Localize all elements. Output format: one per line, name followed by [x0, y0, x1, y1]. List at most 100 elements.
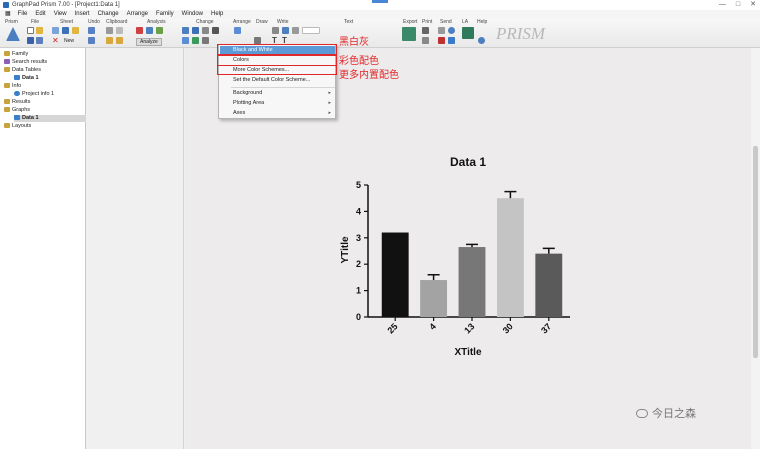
menu-item-colors[interactable]: Colors [220, 56, 335, 65]
maximize-button[interactable]: □ [735, 1, 741, 8]
print-preview-icon[interactable] [422, 37, 429, 44]
menu-item-plotting-area[interactable]: Plotting Area ▸ [220, 99, 335, 108]
menu-window[interactable]: Window [181, 11, 204, 17]
redo-icon[interactable] [88, 37, 95, 44]
folder-icon [4, 99, 10, 104]
menu-item-more-color-schemes[interactable]: More Color Schemes... [220, 66, 335, 75]
analysis-chart-icon[interactable] [146, 27, 153, 34]
folder-icon [4, 83, 10, 88]
submenu-arrow-icon: ▸ [328, 110, 331, 116]
text-tool-icon[interactable]: T [272, 36, 277, 45]
sheet-folder-icon[interactable] [72, 27, 79, 34]
menu-item-label: Colors [233, 57, 249, 63]
y-tick-label: 0 [356, 312, 361, 322]
close-button[interactable]: ✕ [750, 1, 756, 8]
write-note-icon[interactable] [292, 27, 299, 34]
delete-sheet-icon[interactable]: ✕ [52, 36, 59, 45]
send-icon[interactable] [438, 27, 445, 34]
change-graph-icon[interactable] [182, 27, 189, 34]
menu-view[interactable]: View [53, 11, 67, 17]
write-table-icon[interactable] [282, 27, 289, 34]
nav-info[interactable]: Info [4, 83, 21, 90]
change-magnify-icon[interactable] [202, 37, 209, 44]
menu-item-background[interactable]: Background ▸ [220, 89, 335, 98]
open-folder-icon[interactable] [36, 27, 43, 34]
paste-icon[interactable] [106, 37, 113, 44]
change-colors-icon[interactable] [192, 37, 199, 44]
send-pdf-icon[interactable] [438, 37, 445, 44]
cut-icon[interactable] [106, 27, 113, 34]
nav-layouts[interactable]: Layouts [4, 123, 31, 130]
sheet-icon[interactable] [52, 27, 59, 34]
bar [458, 247, 486, 317]
nav-family[interactable]: Family [4, 51, 28, 58]
minimize-button[interactable]: — [718, 1, 726, 8]
nav-data-tables[interactable]: Data Tables [4, 67, 41, 74]
la-icon[interactable] [462, 27, 474, 39]
nav-data-table-1[interactable]: Data 1 [14, 75, 39, 82]
x-axis-title[interactable]: XTitle [454, 347, 481, 358]
watermark: 今日之森 [636, 405, 696, 421]
print-icon[interactable] [422, 27, 429, 34]
bar [420, 280, 448, 317]
export-icon[interactable] [402, 27, 416, 41]
save-all-icon[interactable] [36, 37, 43, 44]
nav-results[interactable]: Results [4, 99, 30, 106]
change-axis-icon[interactable] [202, 27, 209, 34]
app-menu-icon[interactable]: ▦ [5, 11, 11, 17]
analysis-icon[interactable] [136, 27, 143, 34]
nav-graph-data-1[interactable]: Data 1 [14, 115, 86, 122]
y-tick-label: 3 [356, 233, 361, 243]
font-size-box[interactable] [302, 27, 320, 34]
project-navigator: Family Search results Data Tables Data 1… [0, 48, 86, 449]
analyze-button[interactable]: Analyze [136, 38, 162, 46]
annotation-colors: 彩色配色 [339, 56, 379, 67]
bar [381, 232, 409, 317]
send-web-icon[interactable] [448, 27, 455, 34]
nav-search-results[interactable]: Search results [4, 59, 47, 66]
menu-item-axes[interactable]: Axes ▸ [220, 109, 335, 118]
section-prism: Prism [5, 19, 18, 25]
bar [496, 198, 524, 317]
write-icon[interactable] [272, 27, 279, 34]
annotation-bw: 黑白灰 [339, 37, 369, 48]
arrange-align-icon[interactable] [234, 27, 241, 34]
bar [535, 253, 563, 317]
nav-label: Data Tables [12, 67, 41, 73]
folder-icon [4, 67, 10, 72]
menu-file[interactable]: File [17, 11, 28, 17]
prism-triangle-icon[interactable] [6, 27, 20, 41]
change-symbol-icon[interactable] [212, 27, 219, 34]
text-format-icon[interactable]: T [282, 36, 287, 45]
help-icon[interactable] [478, 37, 485, 44]
menu-help[interactable]: Help [211, 11, 224, 17]
menu-item-label: Background [233, 90, 263, 96]
menu-item-set-default-scheme[interactable]: Set the Default Color Scheme... [220, 76, 335, 85]
send-word-icon[interactable] [448, 37, 455, 44]
y-axis-title[interactable]: YTitle [340, 236, 351, 263]
menu-item-black-and-white[interactable]: Black and White [220, 46, 335, 55]
change-format-icon[interactable] [182, 37, 189, 44]
vertical-scrollbar[interactable] [751, 48, 760, 449]
scrollbar-thumb[interactable] [753, 146, 758, 358]
folder-icon [4, 51, 10, 56]
chart-title[interactable]: Data 1 [450, 155, 486, 169]
paste-special-icon[interactable] [116, 37, 123, 44]
menu-arrange[interactable]: Arrange [126, 11, 148, 17]
menu-edit[interactable]: Edit [35, 11, 46, 17]
menu-change[interactable]: Change [97, 11, 119, 17]
nav-graphs[interactable]: Graphs [4, 107, 30, 114]
y-tick-label: 2 [356, 259, 361, 269]
sheet-table-icon[interactable] [62, 27, 69, 34]
menu-insert[interactable]: Insert [74, 11, 90, 17]
nav-project-info-1[interactable]: Project info 1 [14, 91, 54, 98]
analysis-stats-icon[interactable] [156, 27, 163, 34]
draw-line-icon[interactable] [254, 37, 261, 44]
new-file-icon[interactable] [27, 27, 34, 34]
new-button[interactable]: New [64, 38, 75, 44]
change-data-icon[interactable] [192, 27, 199, 34]
menu-family[interactable]: Family [156, 11, 174, 17]
save-icon[interactable] [27, 37, 34, 44]
undo-icon[interactable] [88, 27, 95, 34]
copy-icon[interactable] [116, 27, 123, 34]
